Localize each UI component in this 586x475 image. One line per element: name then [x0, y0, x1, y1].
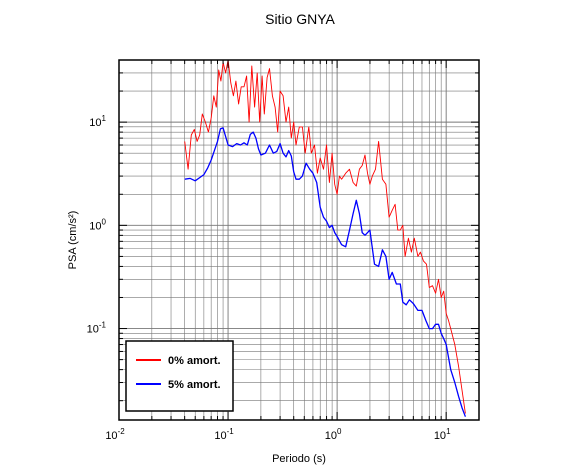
y-tick-label: 101 — [89, 114, 106, 129]
x-tick-label: 101 — [434, 427, 451, 442]
x-tick-label: 10-2 — [105, 427, 125, 442]
legend-label-1: 5% amort. — [168, 379, 221, 391]
legend-label-0: 0% amort. — [168, 355, 221, 367]
series-line-0 — [184, 59, 466, 414]
chart-title: Sitio GNYA — [265, 11, 335, 27]
y-axis-label: PSA (cm/s²) — [67, 211, 79, 270]
x-tick-label: 10-1 — [214, 427, 234, 442]
y-tick-label: 10-1 — [87, 321, 107, 336]
series-layer — [184, 59, 467, 417]
series-line-1 — [184, 127, 467, 417]
y-tick-label: 100 — [89, 217, 106, 232]
plot-frame — [118, 59, 480, 421]
legend-box — [125, 340, 234, 412]
legend: 0% amort. 5% amort. — [125, 340, 234, 412]
x-tick-label: 100 — [325, 427, 342, 442]
ticks — [118, 59, 480, 420]
grid — [118, 59, 480, 420]
tick-labels: 10-2 10-1 100 101 10-1 100 101 — [87, 114, 451, 442]
x-axis-label: Periodo (s) — [272, 453, 326, 465]
